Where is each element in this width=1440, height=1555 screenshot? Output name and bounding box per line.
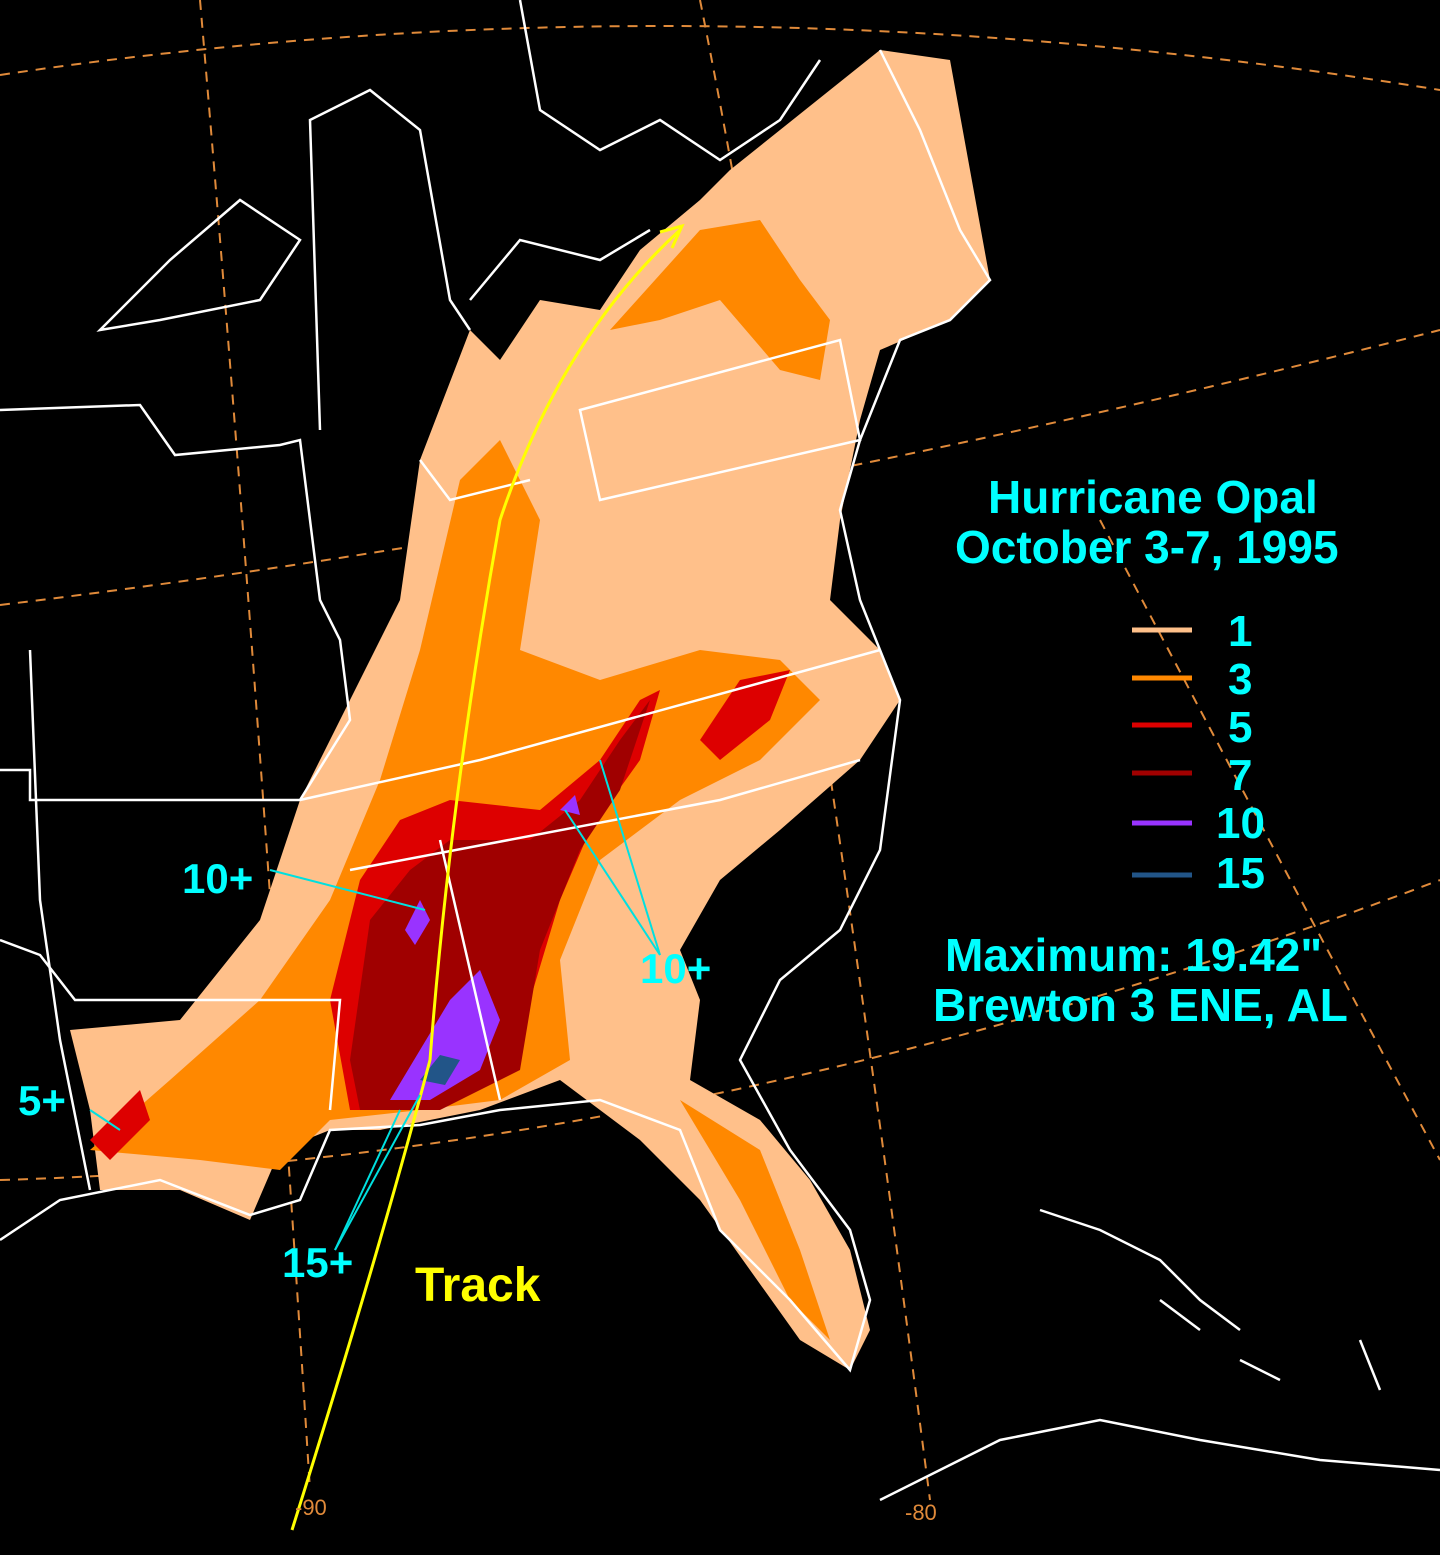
legend-label-3: 3	[1228, 655, 1253, 704]
legend-label-1: 1	[1228, 607, 1253, 656]
annotation-ga: 10+	[640, 945, 712, 992]
longitude-label-80: -80	[905, 1500, 937, 1525]
annotation-la: 5+	[18, 1077, 66, 1124]
coastline-and-borders	[0, 0, 1440, 1502]
rain-10in	[390, 970, 500, 1100]
legend-label-10: 10	[1216, 799, 1265, 848]
maximum-value: Maximum: 19.42"	[945, 929, 1323, 981]
hurricane-track	[290, 228, 682, 1531]
annotation-arrows	[89, 759, 661, 1251]
legend-label-5: 5	[1228, 703, 1253, 752]
longitude-label-90: -90	[295, 1495, 327, 1520]
legend-label-15: 15	[1216, 849, 1265, 898]
track-arrowhead	[659, 223, 685, 249]
track-label: Track	[415, 1259, 541, 1312]
map-title: Hurricane Opal	[988, 471, 1318, 523]
legend-swatches	[1132, 627, 1192, 878]
map-dates: October 3-7, 1995	[955, 521, 1339, 573]
legend-label-7: 7	[1228, 751, 1253, 800]
rain-15in	[420, 1055, 460, 1085]
rainfall-contours	[70, 50, 990, 1370]
maximum-station: Brewton 3 ENE, AL	[933, 979, 1348, 1031]
annotation-ms: 10+	[182, 855, 254, 902]
rain-7in	[350, 700, 650, 1110]
annotation-al: 15+	[282, 1239, 354, 1286]
